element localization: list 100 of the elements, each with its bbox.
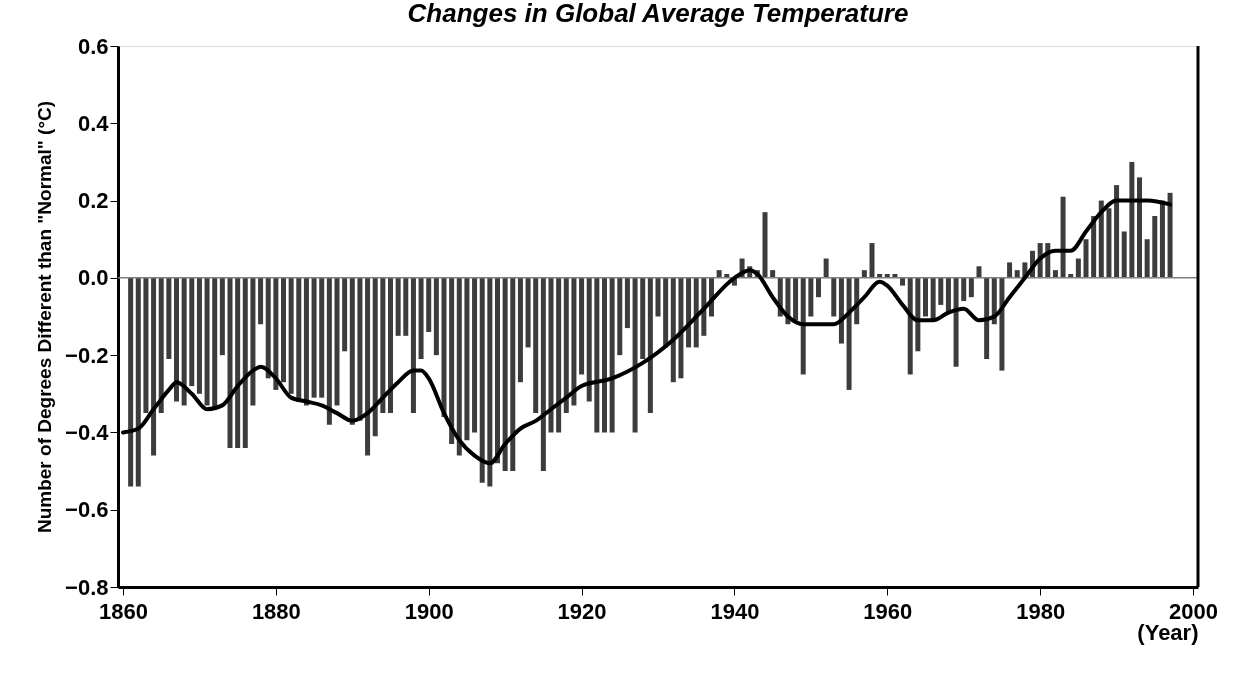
bar	[915, 277, 921, 352]
bar	[135, 277, 141, 487]
bar	[1083, 239, 1089, 278]
y-tick-label: 0.6	[77, 33, 109, 59]
bar	[288, 277, 294, 394]
bar	[816, 277, 821, 298]
bar	[632, 277, 638, 433]
bar	[365, 277, 371, 456]
bar	[586, 277, 592, 402]
bar	[510, 277, 516, 472]
bar	[410, 277, 416, 414]
x-tick-label: 1860	[99, 598, 148, 624]
bar	[128, 277, 134, 487]
y-tick-label: −0.2	[65, 342, 109, 368]
bar	[1167, 192, 1173, 278]
bar	[204, 277, 210, 406]
bar	[372, 277, 378, 437]
bar	[433, 277, 439, 356]
bar	[441, 277, 447, 417]
bar	[242, 277, 248, 448]
bar	[563, 277, 569, 414]
bar	[174, 277, 179, 402]
y-axis-title: Number of Degrees Different than "Normal" (°C)	[34, 100, 56, 534]
bar	[808, 277, 814, 317]
bar	[556, 277, 562, 433]
x-tick-label: 1920	[557, 598, 607, 624]
bar	[678, 277, 684, 379]
bar	[426, 277, 432, 332]
bar	[235, 277, 241, 448]
bar	[823, 258, 829, 278]
bar	[403, 277, 409, 336]
bar	[418, 277, 424, 360]
bar	[655, 277, 661, 317]
bar	[456, 277, 462, 456]
bar	[464, 277, 470, 441]
bar	[326, 277, 332, 425]
bar	[219, 277, 225, 356]
bar	[602, 277, 607, 433]
bar	[281, 277, 286, 383]
bar	[930, 277, 936, 321]
bar	[869, 243, 875, 278]
bar	[303, 277, 309, 406]
bar	[617, 277, 623, 356]
bar	[594, 277, 600, 433]
bar	[487, 277, 493, 487]
bar	[143, 277, 149, 414]
bar	[1144, 239, 1150, 278]
bar	[258, 277, 264, 325]
bar	[395, 277, 401, 336]
bar	[189, 277, 195, 387]
bar	[976, 266, 982, 278]
y-tick-label: 0.4	[77, 110, 110, 136]
bar	[938, 277, 944, 305]
bar	[999, 277, 1005, 371]
bar	[265, 277, 271, 379]
bar	[548, 277, 554, 433]
bar	[1098, 200, 1104, 278]
bar	[647, 277, 653, 414]
bar	[533, 277, 539, 414]
bar	[151, 277, 157, 456]
bar	[609, 277, 615, 433]
bar	[319, 277, 325, 398]
bar	[502, 277, 508, 472]
bar	[640, 277, 646, 360]
bar	[1114, 185, 1120, 278]
bar	[342, 277, 348, 352]
y-tick-label: −0.4	[65, 419, 110, 445]
bar	[1152, 216, 1158, 278]
bar	[181, 277, 187, 406]
x-tick-label: 1940	[710, 598, 760, 624]
y-tick-label: 0.0	[77, 265, 109, 291]
bar	[525, 277, 531, 348]
y-tick-label: −0.8	[65, 574, 109, 600]
bar	[1075, 258, 1081, 278]
bar	[762, 212, 768, 278]
bar	[831, 277, 837, 317]
bar	[449, 277, 455, 445]
bar	[968, 277, 974, 298]
bar	[196, 277, 202, 394]
bar	[540, 277, 546, 472]
bar	[1060, 196, 1066, 278]
bar	[1106, 208, 1112, 278]
x-tick-label: 1900	[404, 598, 454, 624]
y-tick-label: −0.6	[65, 497, 109, 523]
bar	[479, 277, 485, 483]
bar	[793, 277, 799, 321]
bar	[227, 277, 233, 448]
bar	[273, 277, 279, 390]
bar	[961, 277, 967, 302]
bar	[953, 277, 959, 367]
bar	[349, 277, 355, 425]
bar	[846, 277, 852, 390]
bar	[663, 277, 669, 348]
bar	[311, 277, 317, 398]
bar	[907, 277, 913, 375]
bar	[388, 277, 393, 414]
bar	[166, 277, 172, 360]
x-tick-label: 1880	[251, 598, 301, 624]
bar	[624, 277, 630, 329]
bar	[1129, 161, 1135, 278]
